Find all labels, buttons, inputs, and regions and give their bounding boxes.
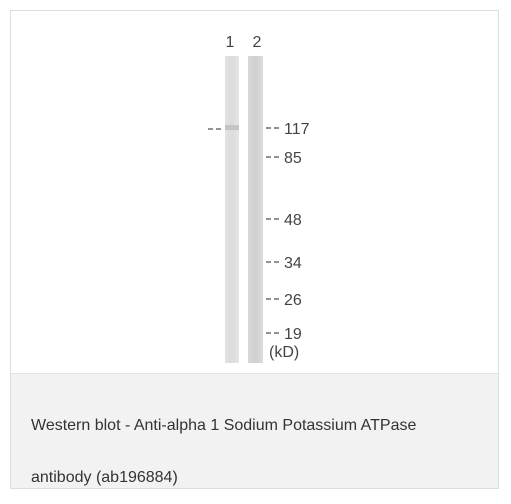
lane-label: 1 xyxy=(226,34,235,51)
marker-label: 48 xyxy=(284,212,302,229)
marker-label: 117 xyxy=(284,121,310,138)
unit-label: (kD) xyxy=(269,344,299,361)
marker-label: 85 xyxy=(284,150,302,167)
marker-label: 19 xyxy=(284,326,302,343)
band xyxy=(225,125,239,130)
marker-label: 34 xyxy=(284,255,302,272)
figure-card: 1 2 117 85 48 34 26 19 (kD) Western blot - An… xyxy=(10,10,499,489)
blot-figure: 1 2 117 85 48 34 26 19 (kD) xyxy=(11,11,498,373)
marker-label: 26 xyxy=(284,292,302,309)
caption: Western blot - Anti-alpha 1 Sodium Potas… xyxy=(11,373,498,488)
page: 1 2 117 85 48 34 26 19 (kD) Western blot - An… xyxy=(0,0,511,501)
lane-2 xyxy=(248,56,263,363)
lane-1 xyxy=(225,56,239,363)
marker-list: 117 85 48 34 26 19 xyxy=(266,121,310,343)
lane-label: 2 xyxy=(253,34,262,51)
